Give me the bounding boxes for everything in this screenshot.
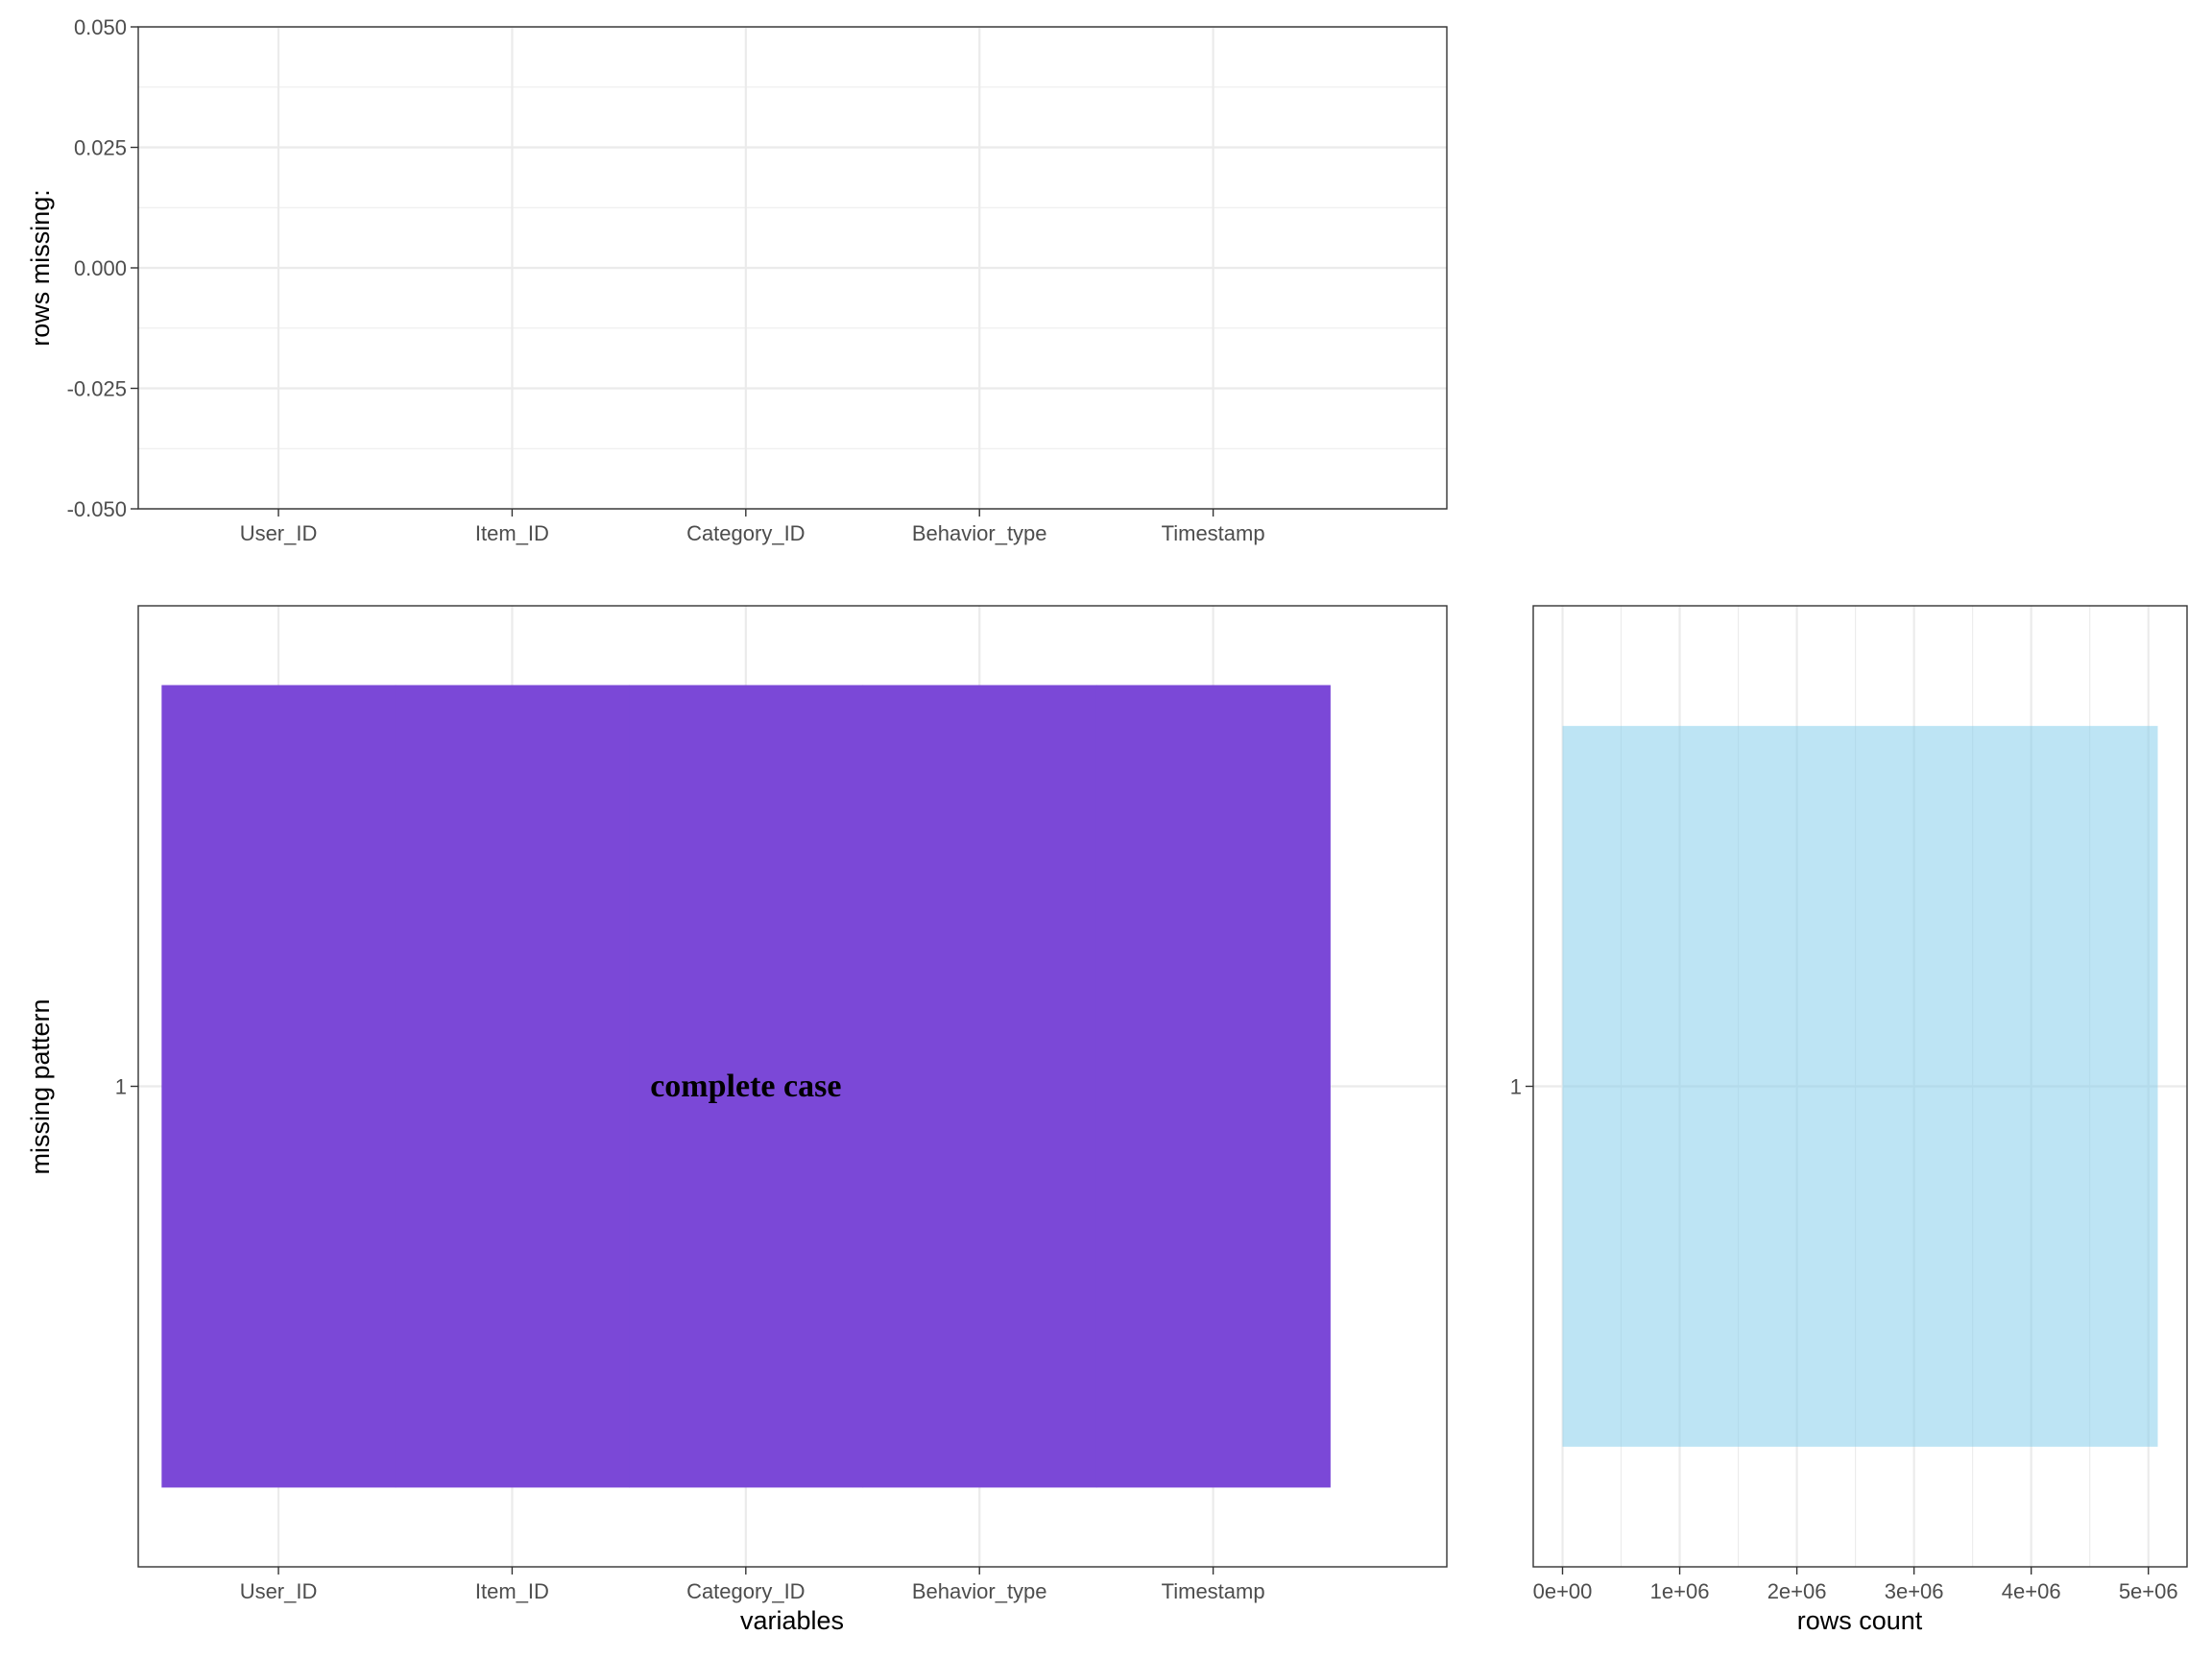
pattern-xtick-label-timestamp: Timestamp [1162,1579,1265,1603]
rows-count-bar-1 [1562,726,2158,1447]
rows-missing-xtick-label-item-id: Item_ID [475,521,549,545]
count-xtick-label: 0e+00 [1533,1579,1593,1603]
pattern-tile-timestamp [1095,685,1331,1488]
rows-missing-ytick-label: -0.025 [67,377,127,401]
count-xtick-label: 4e+06 [2002,1579,2061,1603]
rows-missing-xtick-label-category-id: Category_ID [686,521,805,545]
rows-count-panel: 1 0e+00 1e+06 2e+06 3e+06 4e+06 5e+06 rows co… [1510,605,2188,1635]
pattern-tile-item-id [395,685,630,1488]
rows-missing-xtick-label-timestamp: Timestamp [1162,521,1265,545]
complete-case-label: complete case [650,1069,841,1104]
pattern-xtick-label-user-id: User_ID [240,1579,318,1603]
pattern-tile-user-id [161,685,397,1488]
missing-pattern-panel: complete case 1 User_ID Item_ID Category_I… [26,605,1448,1635]
pattern-xtick-label-item-id: Item_ID [475,1579,549,1603]
count-ytick-label: 1 [1510,1075,1522,1099]
variables-axis-title: variables [740,1606,844,1635]
rows-missing-xtick-label-user-id: User_ID [240,521,318,545]
count-xtick-label: 2e+06 [1767,1579,1827,1603]
rows-missing-ytick-label: -0.050 [67,497,127,521]
rows-missing-panel: -0.050 -0.025 0.000 0.025 0.050 User_ID Item_… [26,15,1448,545]
pattern-xtick-label-category-id: Category_ID [686,1579,805,1603]
rows-count-axis-title: rows count [1797,1606,1923,1635]
pattern-tile-behavior-type [862,685,1097,1488]
pattern-tile-category-id [629,685,864,1488]
rows-missing-ytick-label: 0.050 [74,15,127,39]
rows-missing-axis-title: rows missing: [26,189,55,347]
rows-missing-xtick-label-behavior-type: Behavior_type [912,521,1047,545]
missing-pattern-axis-title: missing pattern [26,998,55,1174]
pattern-xtick-label-behavior-type: Behavior_type [912,1579,1047,1603]
rows-missing-ytick-label: 0.000 [74,256,127,280]
count-xtick-label: 3e+06 [1885,1579,1944,1603]
pattern-ytick-label: 1 [115,1075,127,1099]
rows-missing-ytick-label: 0.025 [74,136,127,160]
count-xtick-label: 1e+06 [1650,1579,1710,1603]
count-xtick-label: 5e+06 [2119,1579,2178,1603]
